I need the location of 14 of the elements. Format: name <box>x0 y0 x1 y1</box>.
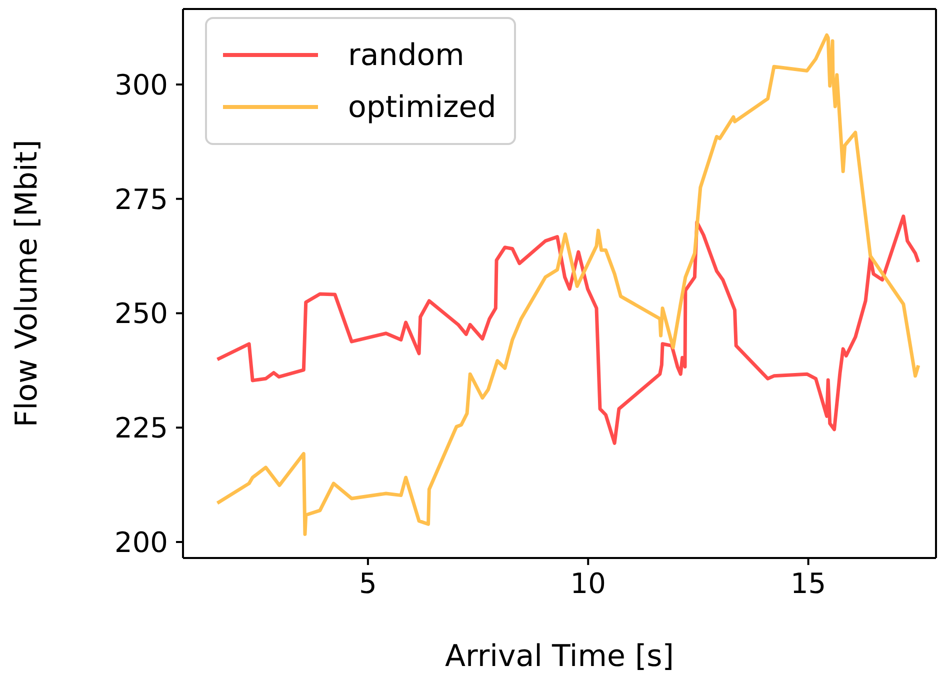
y-axis-title: Flow Volume [Mbit] <box>10 140 45 428</box>
x-tick-label: 5 <box>359 566 377 600</box>
x-tick-label: 10 <box>570 566 606 600</box>
x-tick-label: 15 <box>790 566 826 600</box>
y-tick-label: 225 <box>114 412 168 445</box>
y-tick-label: 300 <box>114 68 168 102</box>
y-tick-label: 275 <box>114 182 168 216</box>
legend-label: random <box>348 38 464 72</box>
y-tick-label: 250 <box>114 297 168 330</box>
legend-label: optimized <box>348 90 496 124</box>
x-axis-title: Arrival Time [s] <box>445 639 674 674</box>
line-series <box>216 214 920 445</box>
line-series <box>216 33 920 536</box>
y-tick-label: 200 <box>114 526 168 559</box>
